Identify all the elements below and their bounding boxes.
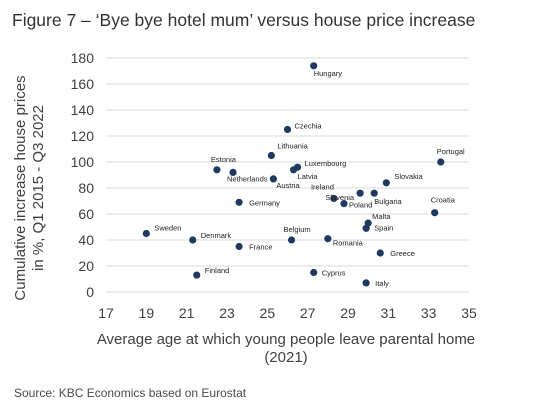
point-label: Romania: [333, 239, 364, 248]
y-tick-label: 20: [78, 258, 94, 274]
point-label: Lithuania: [277, 142, 308, 151]
point-labels: Hungary Czechia Portugal Lithuania Estonia Ne…: [154, 69, 465, 288]
data-point-france: [235, 242, 243, 251]
point-label: Sweden: [154, 224, 181, 233]
x-tick-labels: 17 19 21 23 25 27 29 31 33 35: [98, 305, 477, 321]
x-tick-label: 29: [340, 305, 356, 321]
point-label: Poland: [349, 201, 372, 210]
data-point-hungary: [310, 62, 318, 70]
x-tick-label: 23: [219, 305, 235, 321]
x-axis-label-line2: (2021): [264, 349, 307, 366]
point-label: Croatia: [431, 196, 456, 205]
y-tick-label: 160: [71, 76, 95, 92]
data-point-greece: [376, 249, 384, 257]
x-tick-label: 33: [421, 305, 437, 321]
x-tick-label: 21: [179, 305, 195, 321]
data-point-belgium: [287, 236, 296, 244]
y-tick-label: 100: [71, 154, 95, 170]
y-tick-label: 40: [78, 232, 94, 248]
data-points: [142, 62, 445, 287]
y-axis-label-line2: in %, Q1 2015 - Q3 2022: [30, 105, 47, 271]
data-point-netherlands: [229, 168, 237, 176]
data-point-slovenia: [356, 189, 364, 197]
source-note: Source: KBC Economics based on Eurostat: [14, 386, 247, 400]
point-label: Greece: [390, 249, 415, 258]
data-point-italy: [362, 279, 370, 287]
point-label: Portugal: [437, 147, 465, 156]
y-axis-label-line1: Cumulative increase house prices: [12, 75, 29, 300]
y-tick-label: 0: [86, 284, 94, 300]
point-label: France: [249, 243, 272, 252]
point-label: Malta: [372, 212, 391, 221]
point-label: Luxembourg: [305, 159, 347, 168]
x-tick-label: 27: [300, 305, 316, 321]
data-point-bulgaria: [370, 189, 378, 197]
y-tick-label: 80: [78, 180, 94, 196]
point-label: Germany: [249, 198, 280, 207]
chart-title: Figure 7 – ‘Bye bye hotel mum’ versus ho…: [12, 10, 476, 30]
point-label: Netherlands: [227, 174, 268, 183]
y-tick-label: 180: [71, 50, 95, 66]
x-tick-label: 31: [381, 305, 397, 321]
x-axis-label-line1: Average age at which young people leave …: [97, 331, 475, 348]
point-label: Ireland: [311, 182, 334, 191]
data-point-slovakia: [382, 179, 390, 187]
data-point-portugal: [437, 158, 445, 166]
point-label: Slovakia: [394, 172, 423, 181]
point-label: Estonia: [211, 155, 237, 164]
gridlines: [106, 57, 469, 293]
y-tick-label: 140: [71, 102, 95, 118]
data-point-germany: [235, 198, 243, 206]
point-label: Italy: [375, 279, 389, 288]
data-point-poland: [340, 200, 348, 208]
point-label: Hungary: [314, 69, 343, 78]
data-point-spain: [362, 224, 370, 232]
data-point-latvia: [289, 166, 298, 174]
data-point-finland: [193, 271, 201, 279]
point-label: Bulgaria: [374, 197, 402, 206]
data-point-lithuania: [267, 151, 275, 160]
x-tick-label: 25: [260, 305, 276, 321]
y-tick-labels: 0 20 40 60 80 100 120 140 160 180: [71, 50, 95, 300]
x-tick-label: 17: [98, 305, 114, 321]
point-label: Belgium: [284, 225, 311, 234]
data-point-czechia: [283, 125, 292, 134]
data-point-croatia: [431, 209, 439, 217]
point-label: Finland: [205, 266, 230, 275]
data-point-ireland: [330, 194, 338, 202]
point-label: Czechia: [295, 122, 323, 131]
x-tick-label: 19: [139, 305, 155, 321]
data-point-estonia: [213, 166, 221, 174]
y-tick-label: 60: [78, 206, 94, 222]
y-tick-label: 120: [71, 128, 95, 144]
data-point-denmark: [189, 236, 197, 244]
data-point-sweden: [142, 229, 150, 238]
point-label: Slovenia: [325, 193, 355, 202]
data-point-romania: [324, 235, 332, 243]
point-label: Austria: [276, 181, 300, 190]
point-label: Denmark: [201, 231, 232, 240]
data-point-austria: [269, 175, 277, 183]
point-label: Latvia: [298, 172, 319, 181]
x-tick-label: 35: [461, 305, 477, 321]
data-point-cyprus: [310, 268, 318, 277]
point-label: Spain: [374, 223, 393, 232]
point-label: Cyprus: [322, 269, 346, 278]
